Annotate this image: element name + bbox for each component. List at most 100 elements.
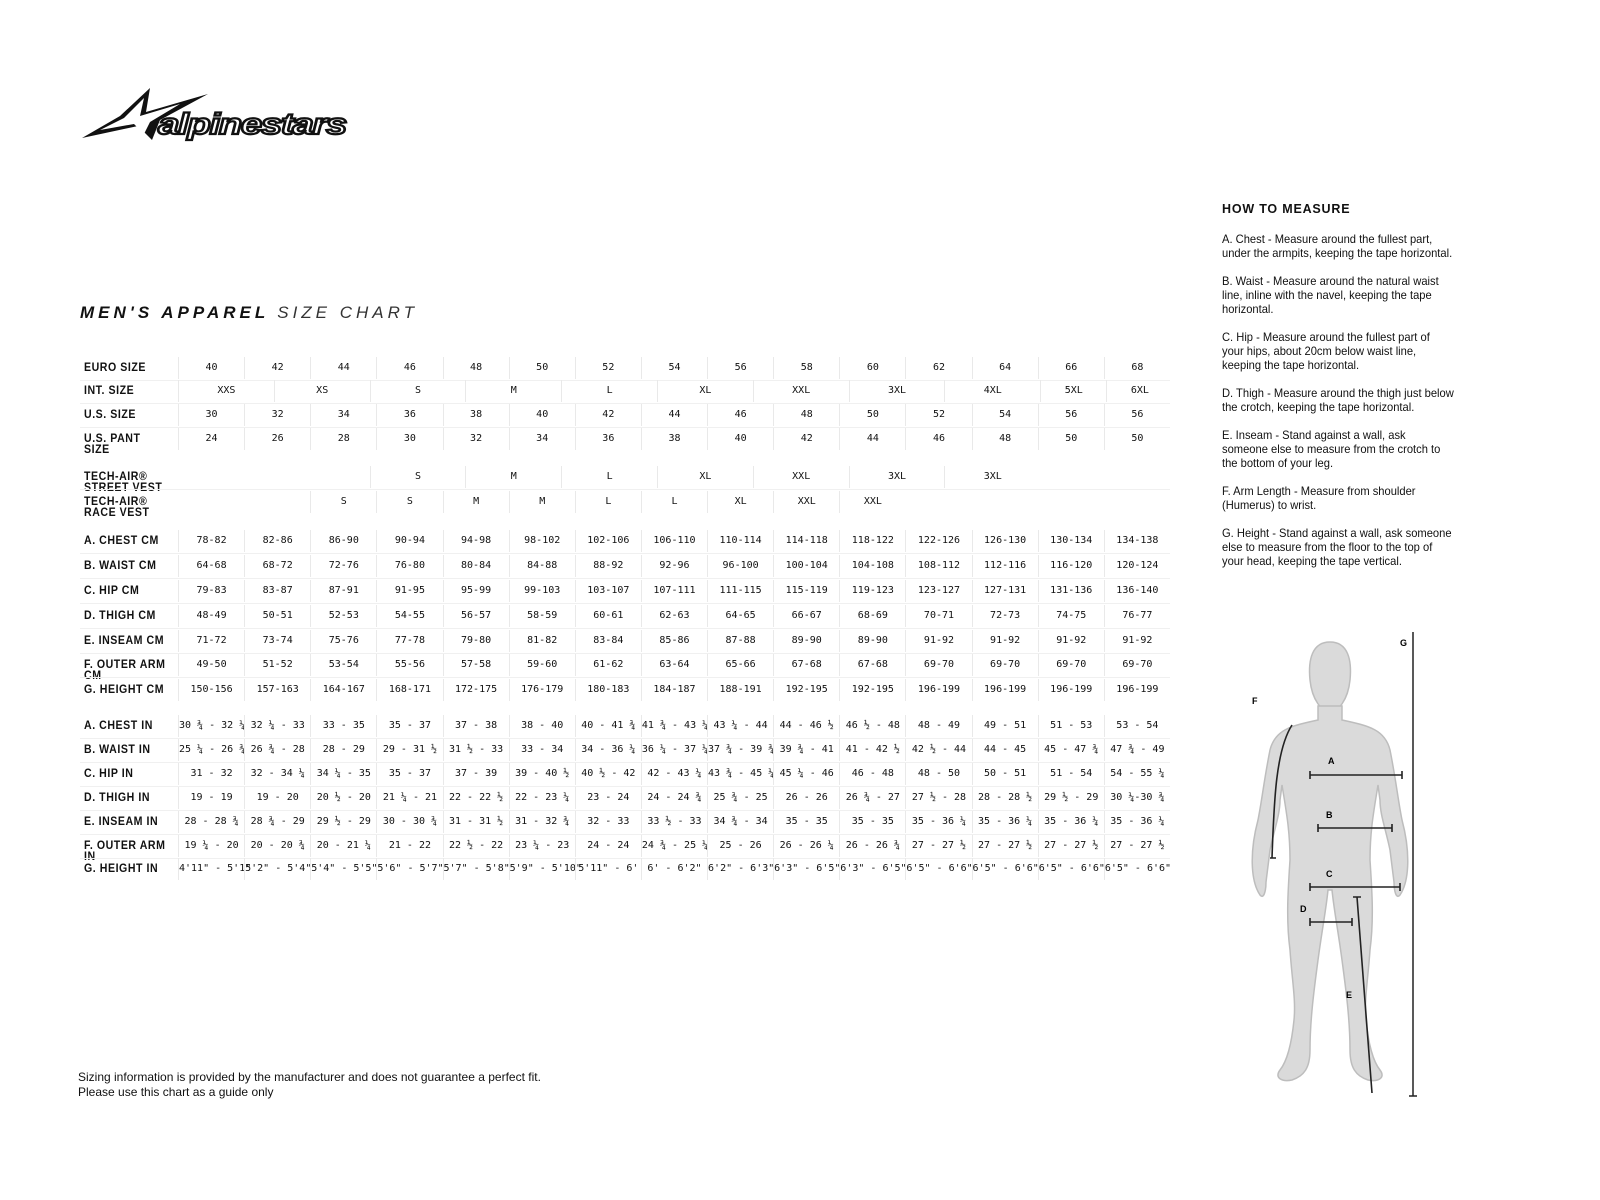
row-label: C. HIP CM	[84, 585, 140, 597]
table-cell: 130-134	[1037, 530, 1104, 552]
table-cell: 48 - 50	[905, 763, 971, 785]
table-cell: 83-84	[574, 630, 641, 652]
row-divider	[80, 738, 1170, 739]
measure-height: G. Height - Stand against a wall, ask so…	[1222, 526, 1452, 568]
table-cell: 53-54	[310, 654, 376, 676]
table-cell: 26 ¾ - 28	[244, 739, 310, 761]
table-cell: 52	[574, 357, 641, 379]
table-cell: 35 - 36 ¼	[1037, 811, 1104, 833]
table-cell: 164-167	[310, 679, 376, 701]
row-divider	[80, 786, 1170, 787]
figure-label-c: C	[1326, 869, 1333, 879]
table-cell: M	[442, 491, 509, 513]
table-cell: 69-70	[971, 654, 1038, 676]
table-cell: 62-63	[640, 605, 707, 627]
table-cell: 59-60	[508, 654, 575, 676]
table-cell: 48	[971, 428, 1038, 450]
row-label: E. INSEAM IN	[84, 816, 159, 828]
table-cell: 35 - 35	[839, 811, 905, 833]
table-cell: 60	[839, 357, 905, 379]
table-cell: 188-191	[707, 679, 773, 701]
row-label: U.S. PANT SIZE	[84, 433, 141, 456]
table-cell: 6'5" - 6'6"	[1037, 858, 1105, 880]
table-cell: 40 - 41 ¾	[574, 715, 641, 737]
row-label: F. OUTER ARM IN	[84, 840, 166, 863]
table-cell: 51-52	[244, 654, 310, 676]
row-label: A. CHEST IN	[84, 720, 153, 732]
table-cell: 57-58	[442, 654, 509, 676]
table-cell: S	[369, 380, 466, 402]
table-cell: 76-80	[376, 555, 442, 577]
table-cell: 48 - 49	[905, 715, 971, 737]
row-label: G. HEIGHT IN	[84, 863, 159, 875]
table-cell: L	[640, 491, 707, 513]
table-cell: 79-80	[442, 630, 509, 652]
row-label: D. THIGH CM	[84, 610, 156, 622]
table-cell: 69-70	[905, 654, 971, 676]
table-cell: 126-130	[971, 530, 1038, 552]
table-cell: 116-120	[1037, 555, 1104, 577]
table-cell: 68	[1103, 357, 1170, 379]
table-cell: 34 ¾ - 34	[707, 811, 773, 833]
alpinestars-logo: alpinestars	[82, 88, 348, 142]
table-cell: 71-72	[178, 630, 244, 652]
table-cell: L	[574, 491, 641, 513]
table-cell: 66-67	[773, 605, 839, 627]
table-cell: 32 ¼ - 33	[244, 715, 310, 737]
table-cell: XXL	[752, 380, 849, 402]
table-cell: 77-78	[376, 630, 442, 652]
table-cell: 37 ¾ - 39 ¾	[707, 739, 774, 761]
table-cell: 6'3" - 6'5"	[773, 858, 840, 880]
table-cell: 46	[376, 357, 442, 379]
table-cell: 27 - 27 ½	[1103, 835, 1170, 857]
how-to-measure-heading: HOW TO MEASURE	[1222, 202, 1351, 216]
table-cell: 47 ¾ - 49	[1103, 739, 1170, 761]
disclaimer-line-1: Sizing information is provided by the ma…	[78, 1070, 541, 1084]
table-cell: XL	[707, 491, 773, 513]
table-cell: 102-106	[574, 530, 641, 552]
table-cell: 56	[1037, 404, 1104, 426]
table-cell: XL	[657, 380, 753, 402]
table-cell: 75-76	[310, 630, 376, 652]
row-label: TECH-AIR® RACE VEST	[84, 496, 150, 519]
figure-label-d: D	[1300, 904, 1307, 914]
row-divider	[80, 834, 1170, 835]
table-cell: 38	[442, 404, 509, 426]
table-cell: 99-103	[508, 580, 575, 602]
figure-label-e: E	[1346, 990, 1352, 1000]
table-cell: 51 - 53	[1037, 715, 1104, 737]
table-cell: 35 - 37	[376, 763, 442, 785]
table-cell: 73-74	[244, 630, 310, 652]
table-cell: 42 - 43 ¼	[640, 763, 707, 785]
row-divider	[80, 403, 1170, 404]
table-cell: 61-62	[574, 654, 641, 676]
figure-label-g: G	[1400, 638, 1407, 648]
table-cell: 48-49	[178, 605, 244, 627]
table-cell: 6'5" - 6'6"	[971, 858, 1039, 880]
table-cell: 5'4" - 5'5"	[310, 858, 377, 880]
table-cell: 81-82	[508, 630, 575, 652]
disclaimer-line-2: Please use this chart as a guide only	[78, 1085, 274, 1099]
measure-chest: A. Chest - Measure around the fullest pa…	[1222, 232, 1453, 260]
table-cell: 24 ¾ - 25 ¼	[640, 835, 708, 857]
table-cell: 27 ½ - 28	[905, 787, 971, 809]
table-cell: 5'6" - 5'7"	[376, 858, 444, 880]
table-cell: 3XL	[944, 466, 1040, 488]
table-cell: 27 - 27 ½	[971, 835, 1038, 857]
table-cell: 58-59	[508, 605, 575, 627]
table-cell: 74-75	[1037, 605, 1104, 627]
table-cell: 20 - 20 ¾	[244, 835, 310, 857]
measure-waist: B. Waist - Measure around the natural wa…	[1222, 274, 1439, 316]
table-cell: 64	[971, 357, 1038, 379]
table-cell: 33 - 34	[508, 739, 575, 761]
table-cell: 63-64	[640, 654, 707, 676]
table-cell: 6' - 6'2"	[640, 858, 707, 880]
table-cell: 5'9" - 5'10"	[508, 858, 582, 880]
table-cell: L	[561, 466, 657, 488]
table-cell: 70-71	[905, 605, 971, 627]
table-cell: 103-107	[574, 580, 641, 602]
table-cell: 67-68	[839, 654, 905, 676]
measure-thigh: D. Thigh - Measure around the thigh just…	[1222, 386, 1454, 414]
table-cell: 19 ¼ - 20	[178, 835, 244, 857]
table-cell: 27 - 27 ½	[1037, 835, 1104, 857]
